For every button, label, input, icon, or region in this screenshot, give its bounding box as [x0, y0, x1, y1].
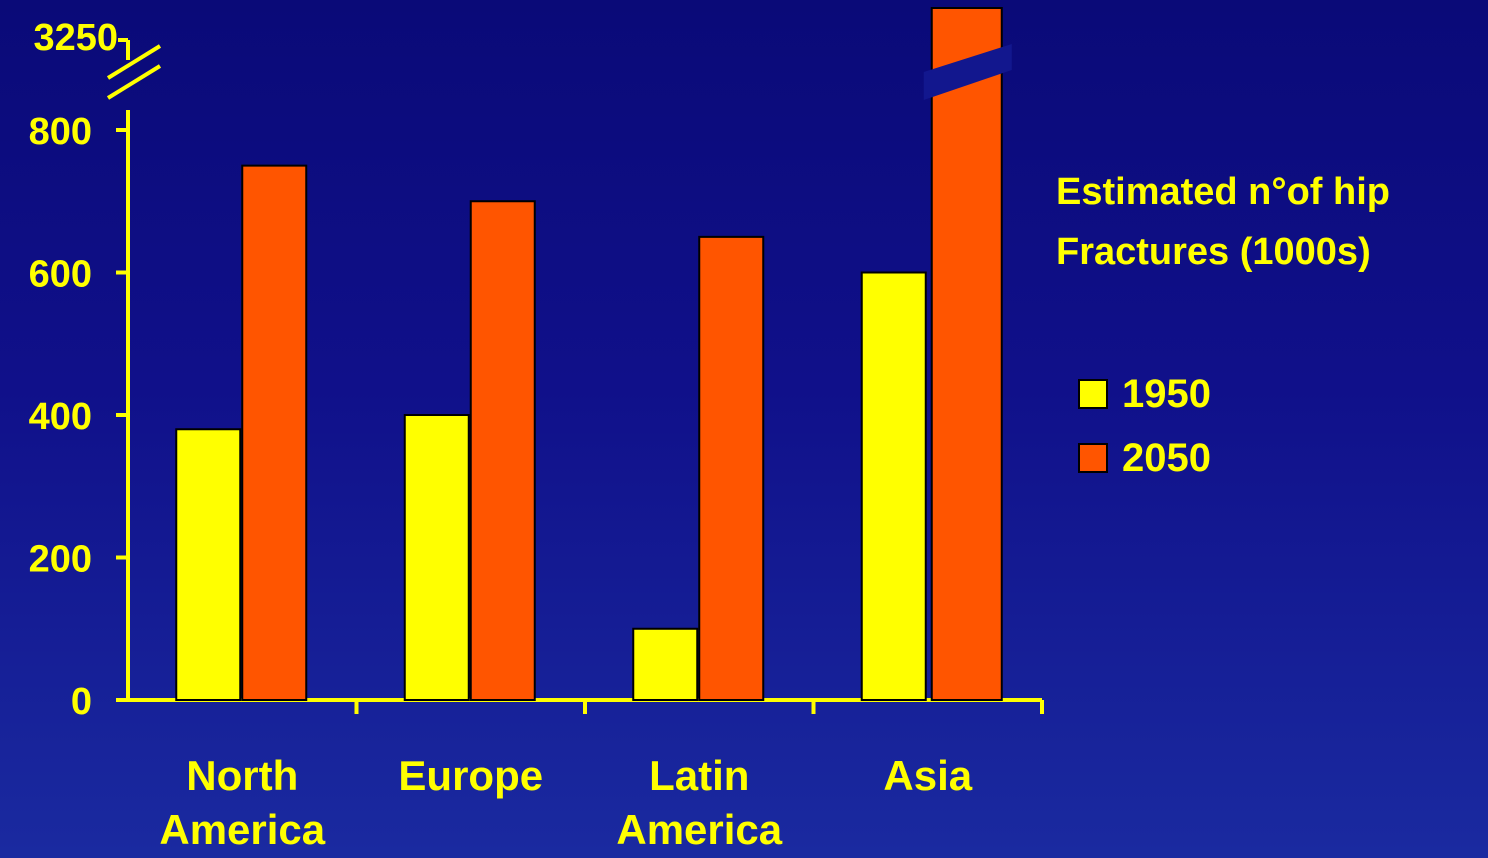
bar-2050: [930, 7, 1003, 701]
bar-1950: [403, 414, 470, 701]
chart-bars: [175, 7, 1012, 701]
legend-label-2050: 2050: [1122, 435, 1211, 480]
y-tick-label: 400: [29, 396, 92, 438]
bar-1950: [632, 627, 699, 701]
x-category-label: Europe: [398, 752, 543, 799]
legend-item-1950: 1950: [1078, 362, 1211, 426]
x-category-label: North America: [159, 752, 325, 853]
legend-item-2050: 2050: [1078, 426, 1211, 490]
legend-title: Estimated n°of hip Fractures (1000s): [1056, 162, 1390, 282]
legend-swatch-2050: [1078, 443, 1108, 473]
chart-labels: 0 200 400 600 800 3250 North America Europe Latin…: [29, 17, 973, 853]
x-category-label: Asia: [883, 752, 972, 799]
bar-2050: [698, 235, 765, 701]
legend-title-line2: Fractures (1000s): [1056, 231, 1371, 273]
axis-break-mark: [106, 44, 162, 80]
y-tick-label: 800: [29, 111, 92, 153]
bar-break-band: [923, 44, 1012, 100]
x-category-label-line: Asia: [883, 752, 972, 799]
x-category-label: Latin America: [616, 752, 782, 853]
y-tick-label: 0: [71, 681, 92, 723]
legend-title-line1: Estimated n°of hip: [1056, 171, 1390, 213]
y-tick-label: 200: [29, 539, 92, 581]
x-category-label-line: America: [159, 806, 325, 853]
legend: 1950 2050: [1078, 362, 1211, 490]
bar-2050: [469, 200, 536, 701]
bar-1950: [175, 428, 242, 701]
bar-2050: [241, 164, 308, 701]
legend-label-1950: 1950: [1122, 371, 1211, 416]
bar-1950: [860, 271, 927, 701]
x-category-label-line: North: [186, 752, 298, 799]
y-break-label: 3250: [33, 17, 118, 59]
x-category-label-line: America: [616, 806, 782, 853]
x-category-label-line: Latin: [649, 752, 749, 799]
x-category-label-line: Europe: [398, 752, 543, 799]
axis-break-mark: [106, 64, 162, 100]
y-tick-label: 600: [29, 254, 92, 296]
legend-swatch-1950: [1078, 379, 1108, 409]
